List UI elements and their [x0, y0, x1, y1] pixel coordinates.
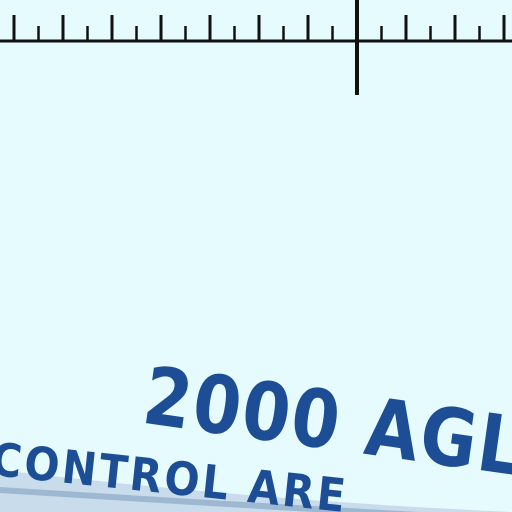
airspace-boundary-tint	[0, 470, 512, 512]
airspace-boundary-line	[0, 487, 421, 512]
